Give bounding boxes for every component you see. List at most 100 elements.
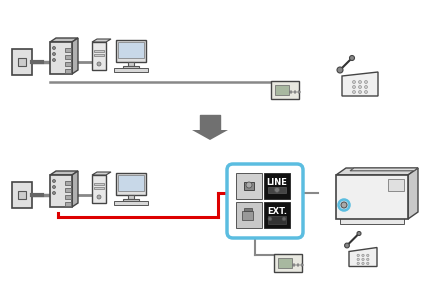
Text: EXT.: EXT. — [267, 207, 287, 216]
Circle shape — [357, 258, 360, 261]
Bar — [275, 85, 289, 95]
Bar — [128, 62, 134, 66]
Bar — [65, 55, 71, 59]
Circle shape — [268, 217, 272, 221]
Circle shape — [282, 217, 286, 221]
Circle shape — [294, 91, 296, 93]
Text: LINE: LINE — [266, 178, 287, 187]
Circle shape — [53, 185, 56, 188]
Polygon shape — [92, 175, 106, 203]
Polygon shape — [50, 175, 72, 207]
Circle shape — [341, 202, 347, 208]
Polygon shape — [50, 42, 72, 74]
Circle shape — [365, 80, 368, 83]
Circle shape — [362, 254, 364, 256]
Circle shape — [53, 46, 56, 50]
Polygon shape — [116, 40, 146, 62]
Bar — [264, 202, 290, 228]
Polygon shape — [92, 42, 106, 70]
Bar — [268, 187, 286, 193]
Circle shape — [365, 85, 368, 88]
Circle shape — [97, 62, 101, 66]
Circle shape — [298, 91, 300, 93]
Circle shape — [367, 262, 369, 265]
Polygon shape — [336, 168, 418, 175]
Bar — [128, 195, 134, 199]
Circle shape — [53, 52, 56, 56]
Circle shape — [352, 80, 355, 83]
Circle shape — [367, 254, 369, 256]
Circle shape — [362, 258, 364, 261]
Circle shape — [357, 232, 361, 236]
Polygon shape — [192, 130, 228, 140]
Polygon shape — [72, 171, 78, 207]
Bar — [94, 183, 104, 185]
Polygon shape — [242, 211, 253, 220]
Polygon shape — [350, 168, 418, 171]
Polygon shape — [116, 173, 146, 195]
Circle shape — [275, 188, 280, 192]
Polygon shape — [408, 168, 418, 219]
Circle shape — [337, 67, 343, 73]
Polygon shape — [92, 39, 111, 42]
Bar — [278, 258, 292, 268]
Circle shape — [290, 91, 292, 93]
Polygon shape — [336, 175, 408, 219]
Circle shape — [338, 200, 349, 211]
Circle shape — [53, 179, 56, 182]
Bar — [114, 68, 148, 72]
Bar — [340, 216, 404, 224]
Circle shape — [352, 85, 355, 88]
Polygon shape — [18, 58, 26, 66]
Bar — [65, 181, 71, 185]
Circle shape — [367, 258, 369, 261]
Circle shape — [357, 254, 360, 256]
Bar — [94, 50, 104, 52]
Bar — [65, 202, 71, 206]
Bar — [94, 187, 104, 189]
Polygon shape — [274, 254, 302, 272]
Circle shape — [359, 80, 362, 83]
Circle shape — [297, 264, 299, 266]
Bar — [388, 179, 404, 191]
Polygon shape — [18, 191, 26, 199]
Circle shape — [359, 85, 362, 88]
Polygon shape — [349, 248, 377, 266]
Circle shape — [349, 56, 354, 61]
Polygon shape — [12, 182, 32, 208]
Bar — [65, 48, 71, 52]
Polygon shape — [268, 216, 286, 224]
Bar — [65, 62, 71, 66]
Bar — [236, 202, 262, 228]
Polygon shape — [92, 172, 111, 175]
Circle shape — [97, 195, 101, 199]
Circle shape — [352, 91, 355, 94]
Circle shape — [246, 182, 252, 188]
Polygon shape — [342, 72, 378, 96]
Circle shape — [53, 58, 56, 61]
Polygon shape — [271, 81, 299, 99]
Bar — [264, 173, 290, 199]
Circle shape — [293, 264, 295, 266]
Circle shape — [301, 264, 303, 266]
Bar — [65, 195, 71, 199]
Bar — [244, 208, 252, 211]
Polygon shape — [50, 171, 78, 175]
Circle shape — [359, 91, 362, 94]
Bar — [114, 201, 148, 205]
Polygon shape — [50, 38, 78, 42]
Polygon shape — [72, 38, 78, 74]
Bar — [236, 173, 262, 199]
Circle shape — [362, 262, 364, 265]
Circle shape — [365, 91, 368, 94]
Bar — [65, 69, 71, 73]
Polygon shape — [12, 49, 32, 75]
Circle shape — [53, 191, 56, 194]
Bar — [123, 199, 139, 201]
Bar — [118, 175, 144, 191]
FancyBboxPatch shape — [227, 164, 303, 238]
Bar — [65, 188, 71, 192]
Circle shape — [345, 243, 349, 248]
Bar — [94, 54, 104, 56]
Bar — [123, 66, 139, 68]
